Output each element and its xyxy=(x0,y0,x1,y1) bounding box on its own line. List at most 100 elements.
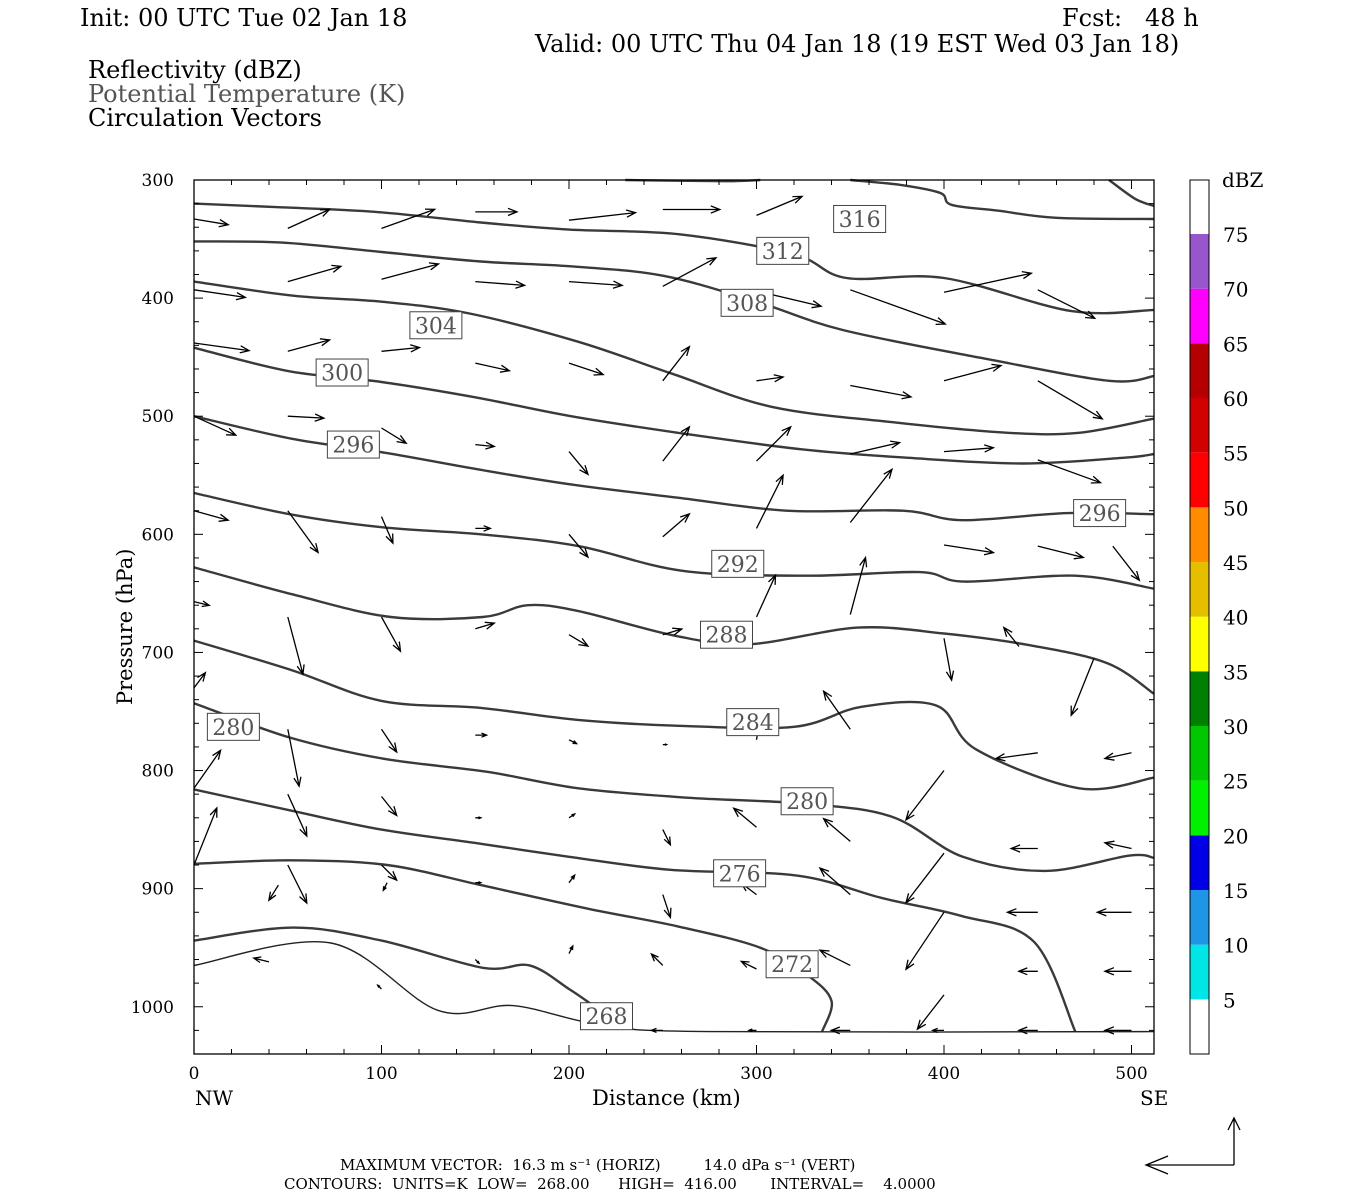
vector-arrow xyxy=(252,956,270,964)
vector-arrow xyxy=(1103,1026,1132,1035)
vector-arrow xyxy=(1037,459,1103,484)
vector-arrow xyxy=(732,807,757,828)
max-vector-info: MAXIMUM VECTOR: 16.3 m s⁻¹ (HORIZ) 14.0 … xyxy=(340,1156,856,1174)
contour-280 xyxy=(193,702,1155,873)
contour-label-box xyxy=(756,236,810,265)
contour-label: 296 xyxy=(1079,502,1121,527)
vector-arrow xyxy=(662,627,684,636)
vector-arrow xyxy=(568,362,605,376)
vector-arrow xyxy=(1037,289,1097,320)
contour-label-box xyxy=(700,620,753,649)
vector-arrow xyxy=(1112,545,1141,582)
contour-label-box xyxy=(765,950,819,979)
vector-arrow xyxy=(1009,844,1038,853)
vector-arrow xyxy=(850,384,913,400)
vector-arrow xyxy=(193,218,230,228)
vector-arrow xyxy=(756,374,785,383)
vector-arrow xyxy=(193,600,211,608)
reference-vector-arrow xyxy=(1144,1116,1241,1175)
colorbar: 5 10 15 20 25 30 35 40 45 50 55 60 65 70 75 xyxy=(1189,179,1248,1055)
vector-arrow xyxy=(662,743,669,746)
vector-arrow xyxy=(193,806,218,866)
vector-arrow xyxy=(568,873,576,884)
contour-label-box xyxy=(726,708,780,737)
vector-arrow xyxy=(662,256,718,287)
colorbar-swatch xyxy=(1190,180,1209,234)
forecast-hour: Fcst: 48 h xyxy=(1062,4,1199,32)
vector-arrow xyxy=(475,280,527,289)
contour-info: CONTOURS: UNITS=K LOW= 268.00 HIGH= 416.… xyxy=(284,1175,936,1193)
vector-arrow xyxy=(662,894,672,920)
vector-arrow xyxy=(568,739,579,745)
vector-arrow xyxy=(568,944,574,954)
contour-label: 292 xyxy=(717,553,759,578)
contour-label-box xyxy=(780,787,834,816)
y-tick-label: 300 xyxy=(142,171,174,191)
vector-arrow xyxy=(1017,967,1038,976)
vector-arrow xyxy=(475,362,512,373)
contour-labels: 316 312 308 304 300 296 296 292 288 284 280 280 276 2… xyxy=(206,204,1127,1030)
vector-arrow xyxy=(943,270,1034,293)
vector-arrow xyxy=(1002,626,1020,647)
colorbar-frame xyxy=(1189,179,1210,1055)
vector-arrow xyxy=(287,729,302,788)
vector-arrow xyxy=(904,770,945,822)
colorbar-swatch xyxy=(1190,671,1209,726)
contour-label-box xyxy=(315,358,369,387)
vector-arrow xyxy=(380,616,402,653)
contour-292 xyxy=(193,491,1155,590)
x-tick-label: 200 xyxy=(553,1064,585,1084)
plot-frame xyxy=(193,179,1155,1055)
contour-label: 300 xyxy=(321,362,363,387)
field-circulation-vectors: Circulation Vectors xyxy=(88,104,322,132)
vector-arrow xyxy=(287,413,326,422)
vector-arrow xyxy=(650,952,664,966)
contour-label-box xyxy=(409,311,463,340)
vector-arrow xyxy=(818,949,851,966)
vector-arrow xyxy=(287,338,332,352)
vector-arrow xyxy=(755,573,777,618)
contour-284 xyxy=(193,639,1155,791)
contour-316b xyxy=(850,178,1155,221)
vector-arrow xyxy=(649,1027,663,1034)
colorbar-swatch xyxy=(1190,616,1209,672)
vector-arrow xyxy=(475,732,489,738)
axes: 300 400 500 600 700 800 900 1000 0 100 200 300 400 50… xyxy=(131,171,1155,1084)
colorbar-swatch xyxy=(1190,398,1209,453)
colorbar-title: dBZ xyxy=(1222,168,1264,192)
vector-arrow xyxy=(193,510,230,522)
init-time: Init: 00 UTC Tue 02 Jan 18 xyxy=(80,4,408,32)
vector-arrow xyxy=(916,994,945,1031)
colorbar-label: 25 xyxy=(1223,770,1248,794)
y-tick-label: 600 xyxy=(142,525,174,545)
y-tick-label: 1000 xyxy=(131,998,174,1018)
vector-arrow xyxy=(475,525,493,532)
colorbar-swatch xyxy=(1190,890,1209,945)
contour-312 xyxy=(193,202,1155,315)
colorbar-swatch xyxy=(1190,999,1209,1054)
colorbar-label: 20 xyxy=(1223,824,1248,848)
x-tick-label: 0 xyxy=(189,1064,200,1084)
vector-arrow xyxy=(287,616,305,676)
vector-arrow xyxy=(381,344,422,353)
vector-arrow xyxy=(568,280,624,289)
vector-arrow xyxy=(1037,545,1086,560)
vector-arrow xyxy=(1037,380,1104,420)
vector-arrow xyxy=(755,473,784,529)
contour-label-box xyxy=(833,204,887,233)
vector-arrow xyxy=(943,444,996,453)
vector-arrow xyxy=(475,881,483,885)
vector-arrow xyxy=(193,415,238,436)
vector-arrow xyxy=(822,817,851,842)
vector-arrow xyxy=(381,262,441,280)
colorbar-swatch xyxy=(1190,234,1209,289)
colorbar-label: 40 xyxy=(1223,606,1248,630)
valid-time: Valid: 00 UTC Thu 04 Jan 18 (19 EST Wed … xyxy=(535,30,1180,58)
colorbar-label: 35 xyxy=(1223,660,1248,684)
colorbar-swatch xyxy=(1190,835,1209,890)
vector-arrow xyxy=(1103,967,1132,976)
vector-arrow xyxy=(287,793,308,838)
x-tick-label: 100 xyxy=(365,1064,397,1084)
contour-label-box xyxy=(713,859,767,888)
